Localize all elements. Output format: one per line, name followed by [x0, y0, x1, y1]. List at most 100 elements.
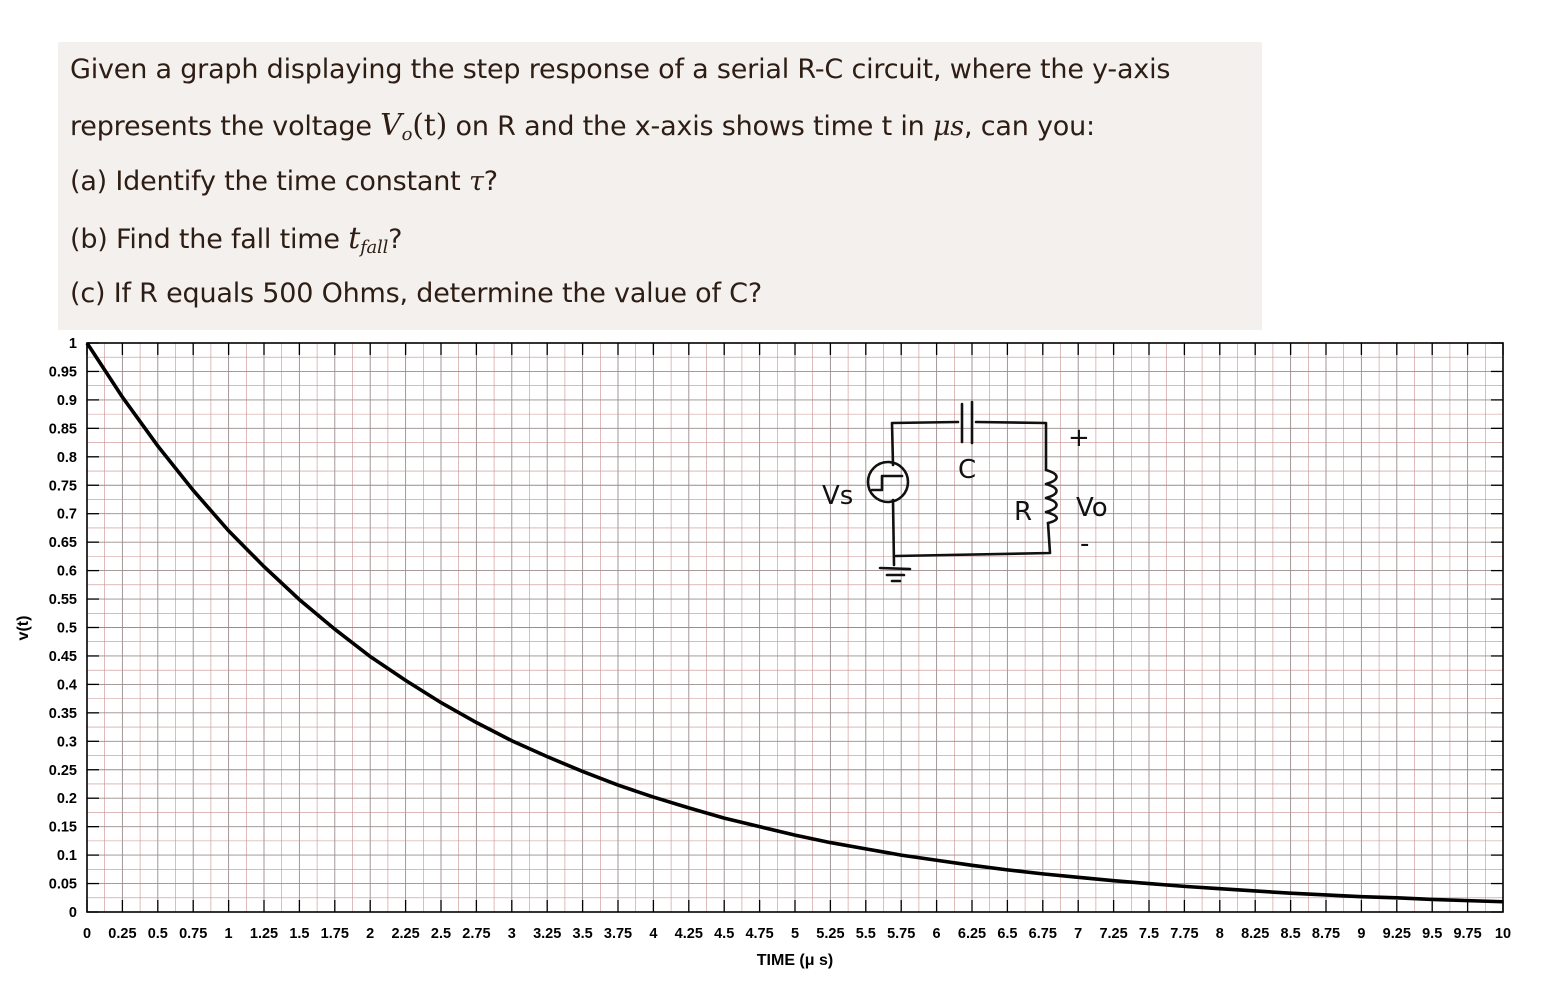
x-tick-label: 3.5	[573, 926, 593, 942]
y-tick-label: 0.15	[49, 820, 77, 836]
question-text: (c) If R equals 500 Ohms, determine the …	[70, 278, 762, 309]
x-tick-label: 8	[1216, 926, 1224, 942]
y-axis-title: v(t)	[15, 616, 32, 641]
y-tick-label: 0	[69, 905, 77, 921]
output-label: Vo	[1076, 493, 1108, 523]
math-sub-o: o	[401, 124, 413, 145]
y-tick-label: 0.2	[57, 791, 77, 807]
x-tick-label: 0.75	[179, 926, 207, 942]
x-tick-label: 5.25	[816, 926, 844, 942]
x-tick-label: 2.75	[462, 926, 490, 942]
y-tick-label: 0.25	[49, 763, 77, 779]
question-text: on R and the x-axis shows time t in	[447, 111, 933, 142]
plot-frame	[86, 342, 1504, 913]
x-tick-label: 6	[933, 926, 941, 942]
question-line-5: (c) If R equals 500 Ohms, determine the …	[70, 278, 762, 309]
y-tick-label: 0.55	[49, 592, 77, 608]
capacitor-label: C	[958, 455, 976, 485]
question-text: represents the voltage	[70, 111, 381, 142]
wire-right-bottom	[894, 521, 1052, 558]
y-tick-label: 0.7	[57, 507, 77, 523]
x-tick-label: 2.25	[391, 926, 419, 942]
x-tick-label: 9.25	[1383, 926, 1411, 942]
y-tick-label: 0.8	[57, 450, 77, 466]
y-tick-label: 0.4	[57, 677, 77, 693]
y-tick-label: 1	[69, 336, 77, 352]
x-tick-label: 5.75	[887, 926, 915, 942]
circuit-diagram: Vs C R Vo + -	[822, 400, 1108, 583]
x-tick-label: 7.75	[1170, 926, 1198, 942]
plus-sign: +	[1068, 423, 1090, 453]
x-tick-label: 10	[1495, 926, 1511, 942]
x-tick-label: 0	[83, 926, 91, 942]
wire-source-bottom	[891, 498, 896, 567]
y-tick-label: 0.35	[49, 706, 77, 722]
x-tick-label: 5	[791, 926, 799, 942]
y-tick-label: 0.65	[49, 535, 77, 551]
y-tick-label: 0.6	[57, 564, 77, 580]
x-tick-label: 8.25	[1241, 926, 1269, 942]
question-text: ?	[483, 166, 498, 197]
x-tick-label: 3.25	[533, 926, 561, 942]
math-us: μs	[932, 111, 964, 142]
x-tick-label: 7.5	[1139, 926, 1159, 942]
question-line-1: Given a graph displaying the step respon…	[70, 54, 1170, 85]
x-tick-label: 1.25	[250, 926, 278, 942]
resistor-label: R	[1014, 497, 1032, 527]
math-t: (t)	[412, 108, 448, 143]
x-tick-label: 4.75	[745, 926, 773, 942]
question-box: Given a graph displaying the step respon…	[58, 42, 1262, 330]
x-tick-label: 4	[649, 926, 657, 942]
x-tick-label: 7.25	[1099, 926, 1127, 942]
math-sub-fall: fall	[360, 237, 389, 258]
x-axis-title: TIME (μ s)	[757, 952, 833, 969]
question-text: ?	[388, 224, 403, 255]
x-tick-label: 0.5	[148, 926, 168, 942]
y-tick-label: 0.9	[57, 393, 77, 409]
y-tick-label: 0.3	[57, 734, 77, 750]
x-tick-label: 1.5	[289, 926, 309, 942]
y-tick-label: 0.85	[49, 421, 77, 437]
x-tick-label: 9	[1357, 926, 1365, 942]
x-tick-label: 1	[225, 926, 233, 942]
minus-sign: -	[1080, 529, 1089, 559]
source-circle	[866, 460, 910, 504]
x-tick-label: 4.5	[714, 926, 734, 942]
source-label: Vs	[822, 481, 853, 511]
wire-top-left	[890, 420, 960, 467]
response-curve	[85, 342, 1504, 904]
y-tick-label: 0.45	[49, 649, 77, 665]
x-tick-label: 9.75	[1453, 926, 1481, 942]
resistor-zigzag	[1044, 468, 1059, 525]
x-tick-label: 6.75	[1029, 926, 1057, 942]
wire-top-right	[974, 420, 1048, 472]
x-tick-label: 0.25	[108, 926, 136, 942]
x-tick-label: 8.5	[1281, 926, 1301, 942]
question-text: Given a graph displaying the step respon…	[70, 54, 1171, 85]
y-tick-label: 0.75	[49, 478, 77, 494]
question-line-3: (a) Identify the time constant τ?	[70, 166, 498, 197]
tick-labels: 0 0.25 0.5 0.75 1 1.25 1.5 1.75 2 2.25 2.5 2.75 3 3.2…	[49, 336, 1511, 942]
step-symbol	[870, 474, 904, 492]
x-tick-label: 5.5	[856, 926, 876, 942]
question-line-2: represents the voltage Vo(t) on R and th…	[70, 108, 1095, 145]
y-tick-label: 0.5	[57, 621, 77, 637]
x-tick-label: 2	[366, 926, 374, 942]
x-tick-label: 6.5	[997, 926, 1017, 942]
x-tick-label: 9.5	[1422, 926, 1442, 942]
math-t-fall: t	[348, 221, 361, 256]
x-tick-label: 7	[1074, 926, 1082, 942]
x-tick-label: 8.75	[1312, 926, 1340, 942]
x-tick-label: 3	[508, 926, 516, 942]
x-tick-label: 3.75	[604, 926, 632, 942]
y-tick-label: 0.95	[49, 364, 77, 380]
question-line-4: (b) Find the fall time tfall?	[70, 221, 403, 258]
x-tick-label: 4.25	[675, 926, 703, 942]
y-tick-label: 0.05	[49, 877, 77, 893]
y-tick-label: 0.1	[57, 848, 77, 864]
question-text: (a) Identify the time constant	[70, 166, 469, 197]
grid	[86, 342, 1504, 913]
x-tick-label: 2.5	[431, 926, 451, 942]
x-tick-label: 6.25	[958, 926, 986, 942]
